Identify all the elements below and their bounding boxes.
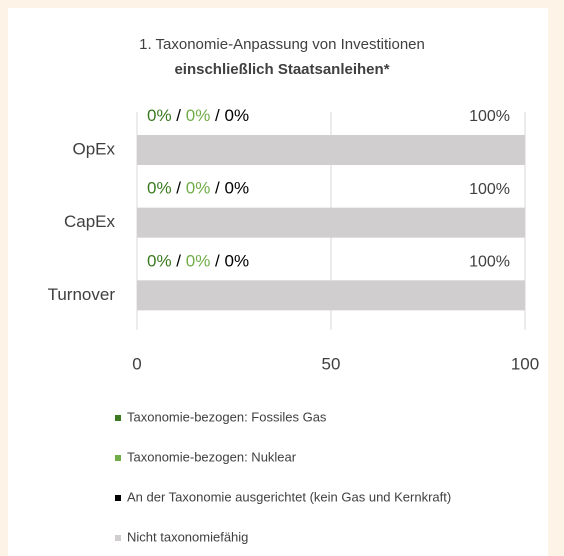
data-label-part: 0% bbox=[147, 179, 172, 198]
legend-swatch bbox=[115, 455, 121, 461]
x-tick-label: 0 bbox=[132, 354, 141, 373]
data-label-part: 0% bbox=[186, 252, 211, 271]
x-tick-label: 100 bbox=[511, 354, 539, 373]
data-label: 0% / 0% / 0% bbox=[147, 252, 249, 271]
data-label-part: 0% bbox=[225, 106, 250, 125]
label-separator: / bbox=[172, 179, 186, 198]
legend-label: An der Taxonomie ausgerichtet (kein Gas … bbox=[127, 489, 451, 504]
data-label: 0% / 0% / 0% bbox=[147, 106, 249, 125]
y-tick-label: Turnover bbox=[48, 285, 116, 304]
chart-title: 1. Taxonomie-Anpassung von Investitionen bbox=[139, 36, 425, 53]
label-separator: / bbox=[210, 179, 224, 198]
data-label-part: 0% bbox=[186, 179, 211, 198]
data-label-part: 0% bbox=[186, 106, 211, 125]
data-label: 100% bbox=[469, 108, 510, 125]
y-tick-label: OpEx bbox=[72, 139, 115, 158]
data-label: 0% / 0% / 0% bbox=[147, 179, 249, 198]
bar-segment bbox=[137, 207, 525, 238]
data-label: 100% bbox=[469, 181, 510, 198]
label-separator: / bbox=[210, 252, 224, 271]
legend-swatch bbox=[115, 495, 121, 501]
bar-segment bbox=[137, 280, 525, 311]
bar-segment bbox=[137, 135, 525, 165]
data-label-part: 0% bbox=[225, 252, 250, 271]
label-separator: / bbox=[172, 252, 186, 271]
data-label: 100% bbox=[469, 254, 510, 271]
legend-label: Taxonomie-bezogen: Fossiles Gas bbox=[127, 409, 327, 424]
data-label-part: 0% bbox=[147, 252, 172, 271]
data-label-part: 0% bbox=[147, 106, 172, 125]
legend-swatch bbox=[115, 535, 121, 541]
data-label-part: 0% bbox=[225, 179, 250, 198]
x-tick-label: 50 bbox=[322, 354, 341, 373]
legend-swatch bbox=[115, 415, 121, 421]
label-separator: / bbox=[210, 106, 224, 125]
legend-label: Taxonomie-bezogen: Nuklear bbox=[127, 449, 297, 464]
label-separator: / bbox=[172, 106, 186, 125]
legend-label: Nicht taxonomiefähig bbox=[127, 529, 248, 544]
chart-subtitle: einschließlich Staatsanleihen* bbox=[174, 61, 389, 78]
y-tick-label: CapEx bbox=[64, 212, 116, 231]
